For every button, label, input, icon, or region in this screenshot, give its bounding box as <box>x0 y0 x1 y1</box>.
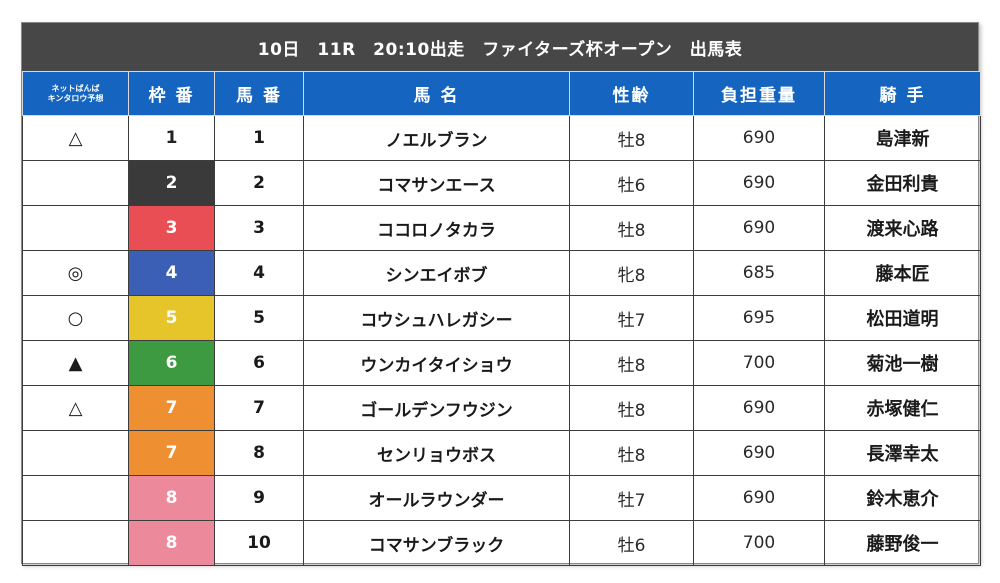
waku-number: 3 <box>128 205 215 251</box>
weight: 690 <box>693 475 825 521</box>
race-title: 10日 11R 20:10出走 ファイターズ杯オープン 出馬表 <box>22 23 978 71</box>
jockey-name: 菊池一樹 <box>824 340 981 386</box>
waku-number: 8 <box>128 520 215 566</box>
waku-number: 2 <box>128 160 215 206</box>
header-weight: 負担重量 <box>693 71 825 116</box>
horse-number: 10 <box>214 520 304 566</box>
sex-age: 牡7 <box>569 475 694 521</box>
sex-age: 牡8 <box>569 205 694 251</box>
header-prediction-line1: ネットばんば <box>51 83 100 93</box>
horse-number: 8 <box>214 430 304 476</box>
prediction-mark: ○ <box>22 295 129 341</box>
waku-number: 6 <box>128 340 215 386</box>
sex-age: 牡8 <box>569 340 694 386</box>
waku-number: 8 <box>128 475 215 521</box>
horse-name: コウシュハレガシー <box>303 295 570 341</box>
jockey-name: 松田道明 <box>824 295 981 341</box>
waku-number: 1 <box>128 115 215 161</box>
horse-number: 1 <box>214 115 304 161</box>
entry-table: ネットばんば キンタロウ予想 枠 番 馬 番 馬 名 性齢 負担重量 騎 手 △… <box>22 71 981 566</box>
horse-name: ノエルブラン <box>303 115 570 161</box>
jockey-name: 金田利貴 <box>824 160 981 206</box>
horse-number: 9 <box>214 475 304 521</box>
horse-number: 3 <box>214 205 304 251</box>
weight: 695 <box>693 295 825 341</box>
weight: 685 <box>693 250 825 296</box>
prediction-mark: △ <box>22 385 129 431</box>
prediction-mark <box>22 475 129 521</box>
weight: 690 <box>693 115 825 161</box>
weight: 700 <box>693 340 825 386</box>
sex-age: 牡6 <box>569 160 694 206</box>
table-row: 7 8 センリョウボス 牡8 690 長澤幸太 <box>22 430 981 476</box>
header-sex-age: 性齢 <box>569 71 694 116</box>
horse-number: 6 <box>214 340 304 386</box>
jockey-name: 島津新 <box>824 115 981 161</box>
sex-age: 牡7 <box>569 295 694 341</box>
table-row: ◎ 4 4 シンエイボブ 牝8 685 藤本匠 <box>22 250 981 296</box>
sex-age: 牡8 <box>569 115 694 161</box>
prediction-mark: ◎ <box>22 250 129 296</box>
horse-number: 2 <box>214 160 304 206</box>
horse-name: オールラウンダー <box>303 475 570 521</box>
waku-number: 4 <box>128 250 215 296</box>
prediction-mark: △ <box>22 115 129 161</box>
header-prediction-line2: キンタロウ予想 <box>47 93 104 103</box>
horse-number: 4 <box>214 250 304 296</box>
waku-number: 5 <box>128 295 215 341</box>
weight: 690 <box>693 205 825 251</box>
table-row: △ 7 7 ゴールデンフウジン 牡8 690 赤塚健仁 <box>22 385 981 431</box>
table-row: 3 3 ココロノタカラ 牡8 690 渡来心路 <box>22 205 981 251</box>
header-umaban: 馬 番 <box>214 71 304 116</box>
horse-name: コマサンエース <box>303 160 570 206</box>
header-waku: 枠 番 <box>128 71 215 116</box>
header-row: ネットばんば キンタロウ予想 枠 番 馬 番 馬 名 性齢 負担重量 騎 手 <box>22 71 981 116</box>
sex-age: 牡8 <box>569 430 694 476</box>
table-row: ○ 5 5 コウシュハレガシー 牡7 695 松田道明 <box>22 295 981 341</box>
weight: 690 <box>693 385 825 431</box>
horse-name: センリョウボス <box>303 430 570 476</box>
jockey-name: 長澤幸太 <box>824 430 981 476</box>
prediction-mark <box>22 160 129 206</box>
weight: 700 <box>693 520 825 566</box>
table-row: 2 2 コマサンエース 牡6 690 金田利貴 <box>22 160 981 206</box>
horse-name: コマサンブラック <box>303 520 570 566</box>
header-prediction: ネットばんば キンタロウ予想 <box>22 71 129 116</box>
prediction-mark <box>22 205 129 251</box>
waku-number: 7 <box>128 430 215 476</box>
horse-name: ココロノタカラ <box>303 205 570 251</box>
weight: 690 <box>693 160 825 206</box>
horse-name: ウンカイタイショウ <box>303 340 570 386</box>
table-row: △ 1 1 ノエルブラン 牡8 690 島津新 <box>22 115 981 161</box>
prediction-mark <box>22 520 129 566</box>
waku-number: 7 <box>128 385 215 431</box>
sex-age: 牝8 <box>569 250 694 296</box>
weight: 690 <box>693 430 825 476</box>
race-card: 10日 11R 20:10出走 ファイターズ杯オープン 出馬表 ネットばんば キ… <box>21 22 981 566</box>
table-row: 8 9 オールラウンダー 牡7 690 鈴木恵介 <box>22 475 981 521</box>
header-horse-name: 馬 名 <box>303 71 570 116</box>
jockey-name: 鈴木恵介 <box>824 475 981 521</box>
horse-number: 5 <box>214 295 304 341</box>
header-jockey: 騎 手 <box>824 71 981 116</box>
sex-age: 牡6 <box>569 520 694 566</box>
horse-number: 7 <box>214 385 304 431</box>
prediction-mark <box>22 430 129 476</box>
jockey-name: 藤本匠 <box>824 250 981 296</box>
prediction-mark: ▲ <box>22 340 129 386</box>
table-row: ▲ 6 6 ウンカイタイショウ 牡8 700 菊池一樹 <box>22 340 981 386</box>
jockey-name: 藤野俊一 <box>824 520 981 566</box>
horse-name: ゴールデンフウジン <box>303 385 570 431</box>
jockey-name: 赤塚健仁 <box>824 385 981 431</box>
sex-age: 牡8 <box>569 385 694 431</box>
table-row: 8 10 コマサンブラック 牡6 700 藤野俊一 <box>22 520 981 566</box>
horse-name: シンエイボブ <box>303 250 570 296</box>
jockey-name: 渡来心路 <box>824 205 981 251</box>
